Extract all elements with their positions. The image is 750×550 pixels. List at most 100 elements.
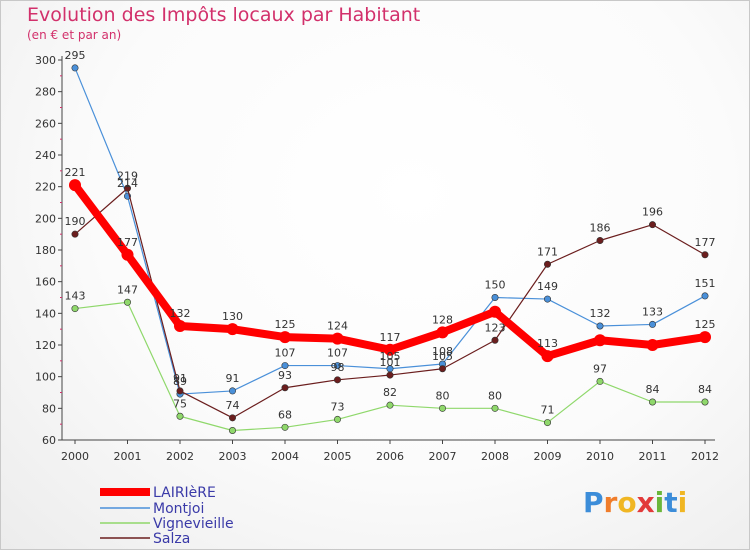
data-label: 75 [173,397,187,410]
data-point [333,362,341,370]
data-point [543,419,551,427]
data-point [229,387,237,395]
y-tick-label: 300 [35,54,56,67]
data-label: 105 [432,350,453,363]
data-point [226,323,239,336]
data-point [229,414,237,422]
data-point [176,387,184,395]
data-point [596,322,604,330]
data-label: 130 [222,310,243,323]
series-line-3 [74,187,706,419]
chart-subtitle: (en € et par an) [27,28,122,42]
data-label: 117 [380,331,401,344]
chart-title: Evolution des Impôts locaux par Habitant [27,4,421,26]
data-label: 186 [590,222,611,235]
logo-letter: o [617,486,637,519]
data-point [491,293,499,301]
data-label: 219 [117,169,138,182]
data-point [489,305,501,318]
data-point [71,305,79,313]
data-label: 84 [698,383,712,396]
data-point [281,423,289,431]
y-tick-label: 260 [35,117,56,130]
data-point [69,179,81,192]
data-label: 221 [65,166,86,179]
x-tick-label: 2002 [166,450,194,463]
data-label: 151 [695,277,716,290]
data-label: 80 [488,389,502,402]
data-label: 177 [695,236,716,249]
data-label: 171 [537,245,558,258]
data-label: 149 [537,280,558,293]
data-label: 295 [65,49,86,62]
data-label: 84 [646,383,660,396]
x-tick-label: 2003 [219,450,247,463]
data-point [176,412,184,420]
data-point [174,320,186,332]
x-tick-label: 2011 [639,450,667,463]
y-tick-label: 200 [35,212,56,225]
x-tick-label: 2006 [376,450,404,463]
data-label: 91 [226,372,240,385]
y-tick-label: 220 [35,181,56,194]
data-point [229,426,237,434]
data-point [594,334,606,347]
data-label: 68 [278,408,292,421]
x-tick-label: 2004 [271,450,299,463]
logo-letter: i [677,486,688,519]
data-label: 190 [65,215,86,228]
data-label: 82 [383,386,397,399]
data-label: 133 [642,305,663,318]
data-point [384,343,396,356]
logo-letter: r [603,486,618,519]
data-point [491,336,499,344]
data-label: 93 [278,369,292,382]
y-tick-label: 240 [35,149,56,162]
y-tick-label: 160 [35,276,56,289]
data-point [124,184,132,192]
data-point [646,339,659,351]
data-point [438,365,446,373]
legend-label: Salza [153,531,190,547]
data-label: 89 [173,375,187,388]
data-label: 107 [275,347,296,360]
data-point [438,404,446,412]
data-label: 98 [331,361,345,374]
data-point [71,64,79,72]
data-point [281,384,289,392]
data-point [333,415,341,423]
y-tick-label: 100 [35,371,56,384]
x-tick-label: 2000 [61,450,89,463]
data-point [648,320,656,328]
data-label: 132 [170,307,191,320]
data-label: 107 [327,347,348,360]
legend-label: Vignevieille [153,516,234,532]
logo-letter: t [664,486,678,519]
x-tick-label: 2012 [691,450,719,463]
data-point [543,295,551,303]
x-tick-label: 2008 [481,450,509,463]
data-point [281,362,289,370]
x-tick-label: 2010 [586,450,614,463]
y-tick-label: 60 [42,434,56,447]
data-label: 105 [380,350,401,363]
data-label: 147 [117,283,138,296]
data-label: 124 [327,320,348,333]
data-point [596,377,604,385]
legend-label: Montjoi [153,501,204,517]
data-label: 177 [117,236,138,249]
data-point [333,376,341,384]
data-label: 108 [432,345,453,358]
data-point [701,292,709,300]
data-point [121,248,134,261]
data-point [331,332,344,345]
proxiti-logo: Proxiti [583,486,687,519]
data-label: 101 [380,356,401,369]
x-tick-label: 2007 [429,450,457,463]
x-tick-label: 2005 [324,450,352,463]
data-point [279,331,291,344]
data-point [436,326,449,339]
data-label: 74 [226,399,240,412]
y-tick-label: 280 [35,86,56,99]
